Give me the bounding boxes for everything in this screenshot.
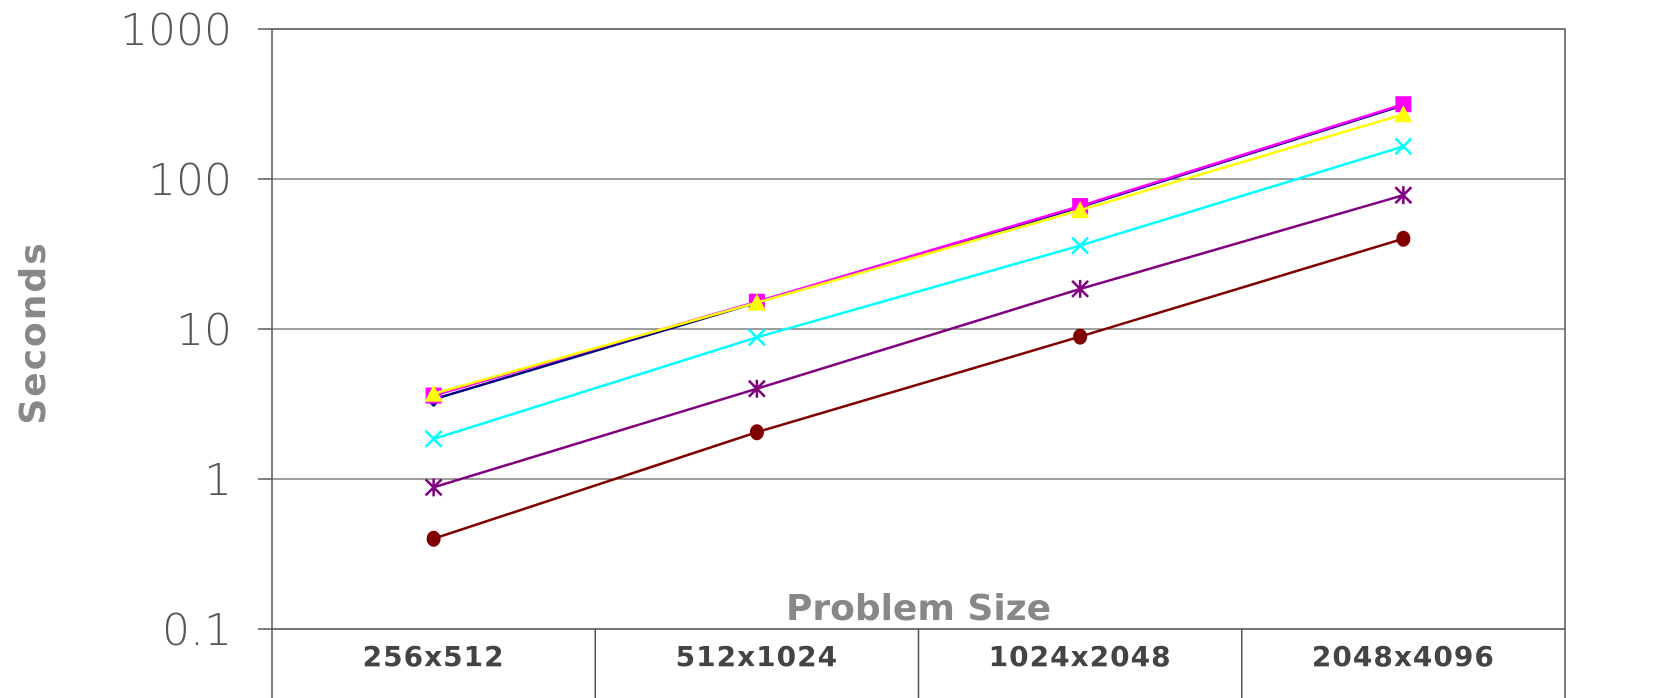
- y-tick-label: 100: [148, 155, 232, 206]
- series-6: [426, 230, 1411, 547]
- data-point: [424, 430, 443, 448]
- y-tick-label: 10: [176, 305, 232, 356]
- series-group: [424, 96, 1413, 547]
- data-point: [1071, 201, 1090, 219]
- data-point: [1395, 96, 1412, 113]
- series-line: [433, 113, 1404, 395]
- x-tick-label: 256x512: [363, 640, 505, 673]
- data-point: [1073, 328, 1088, 345]
- data-point: [1396, 230, 1411, 247]
- series-line: [433, 193, 1404, 489]
- series-1: [425, 97, 1412, 408]
- series-3: [424, 105, 1413, 402]
- series-4: [424, 137, 1413, 448]
- y-axis-label: Seconds: [13, 241, 54, 424]
- data-point: [749, 424, 764, 441]
- gridlines: [272, 28, 1565, 630]
- data-point: [424, 478, 443, 497]
- data-point: [1071, 236, 1090, 255]
- data-point: [1394, 105, 1413, 123]
- x-tick-label: 1024x2048: [989, 640, 1172, 673]
- x-axis: 256x512 512x1024 1024x2048 2048x4096: [271, 629, 1566, 698]
- x-axis-label: Problem Size: [786, 588, 1051, 629]
- x-tick-label: 512x1024: [676, 640, 838, 673]
- data-point: [1394, 137, 1413, 156]
- data-point: [1394, 186, 1413, 205]
- data-point: [747, 379, 766, 398]
- y-tick-label: 1000: [120, 5, 232, 56]
- series-5: [424, 186, 1413, 497]
- data-point: [747, 328, 766, 347]
- y-axis: 0.1 1 10 100 1000: [120, 5, 272, 656]
- data-point: [1071, 279, 1090, 298]
- series-line: [433, 237, 1404, 540]
- x-tick-label: 2048x4096: [1312, 640, 1495, 673]
- series-line: [433, 145, 1404, 441]
- data-point: [426, 530, 441, 547]
- y-tick-label: 0.1: [162, 605, 232, 656]
- data-point: [424, 384, 443, 402]
- data-point: [747, 293, 766, 311]
- y-tick-label: 1: [204, 455, 232, 506]
